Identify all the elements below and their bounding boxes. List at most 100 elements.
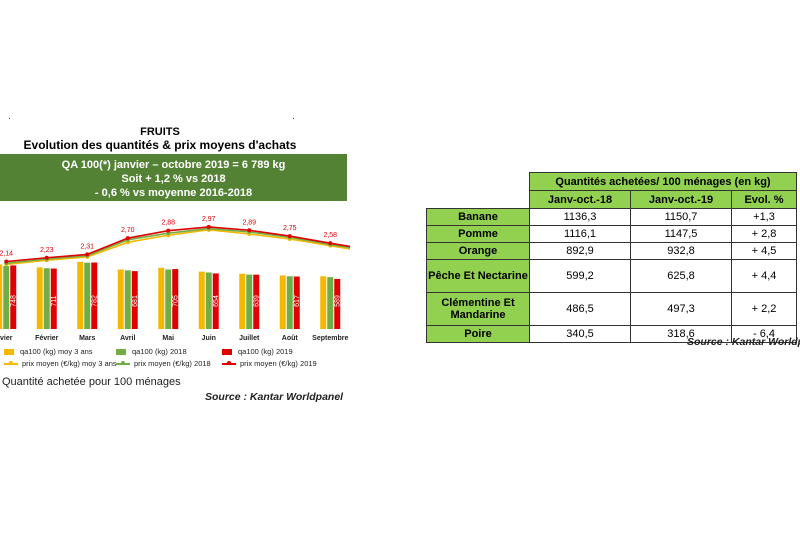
bar-e00000-2: [91, 262, 98, 329]
bar-f5b800-5: [198, 271, 205, 329]
table-row: Pomme 1116,1 1147,5 + 2,8: [426, 225, 797, 243]
table-corner: [427, 173, 530, 191]
legend-item-bar-avg: qa100 (kg) moy 3 ans: [4, 347, 93, 356]
legend-item-line-2019: prix moyen (€/kg) 2019: [222, 359, 317, 368]
cell-2018: 486,5: [529, 292, 631, 326]
price-point: [328, 241, 333, 246]
price-label: 2,89: [242, 219, 256, 226]
price-point: [125, 236, 130, 241]
bar-70ad47-7: [286, 276, 293, 329]
cell-evol: + 4,4: [731, 259, 797, 293]
bar-value-label: 711: [51, 295, 58, 306]
bar-e00000-4: [172, 269, 179, 329]
table-column-header: Janv-oct.-18: [529, 190, 631, 209]
table-row: Poire 340,5 318,6 - 6,4: [426, 325, 797, 343]
row-label: Pêche Et Nectarine: [426, 259, 530, 293]
bar-e00000-7: [293, 276, 300, 329]
legend-swatch: [4, 361, 18, 365]
quantities-table-wrapper: Quantités achetées/ 100 ménages (en kg) …: [426, 172, 797, 343]
price-point: [85, 252, 90, 257]
legend-label: qa100 (kg) moy 3 ans: [20, 347, 93, 356]
table-row: Orange 892,9 932,8 + 4,5: [426, 242, 797, 260]
legend-label: prix moyen (€/kg) moy 3 ans: [22, 359, 117, 368]
cell-2018: 1136,3: [529, 208, 631, 226]
legend-item-line-avg: prix moyen (€/kg) moy 3 ans: [4, 359, 117, 368]
x-tick-label: Mai: [162, 335, 174, 342]
price-point: [247, 228, 252, 233]
cell-2019: 1147,5: [630, 225, 732, 243]
price-label: 2,97: [202, 216, 216, 223]
cell-2018: 340,5: [529, 325, 631, 343]
price-label: 2,70: [121, 227, 135, 234]
x-tick-label: Juin: [202, 335, 216, 342]
table-column-header: Evol. %: [731, 190, 797, 209]
bar-f5b800-8: [320, 276, 327, 329]
x-tick-label: Avril: [120, 335, 135, 342]
row-label: Poire: [426, 325, 530, 343]
cell-2019: 1150,7: [630, 208, 732, 226]
x-tick-label: Mars: [79, 335, 95, 342]
legend-label: prix moyen (€/kg) 2019: [240, 359, 317, 368]
legend-swatch: [222, 361, 236, 365]
bar-70ad47-3: [124, 270, 131, 329]
row-label: Orange: [426, 242, 530, 260]
cell-2018: 599,2: [529, 259, 631, 293]
x-tick-label: Août: [282, 335, 299, 342]
legend-item-line-2018: prix moyen (€/kg) 2018: [116, 359, 211, 368]
table-title: Quantités achetées/ 100 ménages (en kg): [529, 172, 797, 191]
cell-2019: 318,6: [630, 325, 732, 343]
bar-value-label: 639: [253, 295, 260, 307]
bar-value-label: 705: [172, 295, 179, 307]
table-row: Banane 1136,3 1150,7 +1,3: [426, 208, 797, 226]
bar-value-label: 654: [213, 295, 220, 307]
bar-f5b800-4: [158, 267, 165, 329]
bar-70ad47-4: [165, 269, 172, 329]
price-label: 2,23: [40, 247, 54, 254]
price-point: [44, 255, 49, 260]
table-column-header: Janv-oct.-19: [630, 190, 732, 209]
bar-f5b800-3: [117, 269, 124, 329]
price-line-4: [6, 227, 350, 264]
price-label: 2,88: [161, 220, 175, 227]
table-corner: [427, 191, 530, 209]
legend-swatch: [4, 348, 14, 355]
bar-f5b800-7: [279, 275, 286, 329]
cell-2018: 892,9: [529, 242, 631, 260]
chart-subtitle: Evolution des quantités & prix moyens d'…: [23, 138, 297, 152]
bar-e00000-3: [131, 271, 138, 329]
x-tick-label: Février: [35, 335, 59, 342]
combo-chart: 748 vier 711 Février 782 Mars 681 Avril 705 Mai 65…: [0, 216, 350, 342]
summary-line-3: - 0,6 % vs moyenne 2016-2018: [94, 187, 253, 199]
cell-2019: 625,8: [630, 259, 732, 293]
legend-swatch: [116, 361, 130, 365]
legend-label: qa100 (kg) 2019: [238, 347, 293, 356]
bar-value-label: 617: [294, 295, 301, 307]
bar-e00000-6: [253, 274, 260, 329]
quantities-table: Quantités achetées/ 100 ménages (en kg) …: [426, 172, 797, 343]
bar-value-label: 589: [334, 295, 341, 307]
legend-item-bar-2018: qa100 (kg) 2018: [116, 347, 187, 356]
price-point: [4, 259, 9, 264]
price-label: 2,58: [323, 232, 337, 239]
bar-e00000-8: [334, 278, 341, 329]
row-label: Banane: [426, 208, 530, 226]
legend-label: prix moyen (€/kg) 2018: [134, 359, 211, 368]
summary-line-1: QA 100(*) janvier – octobre 2019 = 6 789…: [61, 159, 286, 171]
chart-title: FRUITS: [140, 126, 180, 138]
cell-evol: +1,3: [731, 208, 797, 226]
bar-f5b800-6: [239, 273, 246, 329]
source-left: Source : Kantar Worldpanel: [205, 391, 344, 403]
price-line-3: [6, 229, 350, 266]
bar-value-label: 681: [132, 295, 139, 307]
bar-70ad47-0: [3, 266, 10, 329]
bar-70ad47-8: [327, 277, 334, 329]
price-point: [206, 224, 211, 229]
legend-label: qa100 (kg) 2018: [132, 347, 187, 356]
x-tick-label: vier: [0, 335, 13, 342]
table-row: Pêche Et Nectarine 599,2 625,8 + 4,4: [426, 259, 797, 293]
summary-box: QA 100(*) janvier – octobre 2019 = 6 789…: [0, 154, 347, 201]
cell-evol: + 2,2: [731, 292, 797, 326]
bar-e00000-0: [10, 265, 17, 329]
chart-title-block: FRUITS Evolution des quantités & prix mo…: [0, 126, 320, 152]
cell-evol: + 2,8: [731, 225, 797, 243]
